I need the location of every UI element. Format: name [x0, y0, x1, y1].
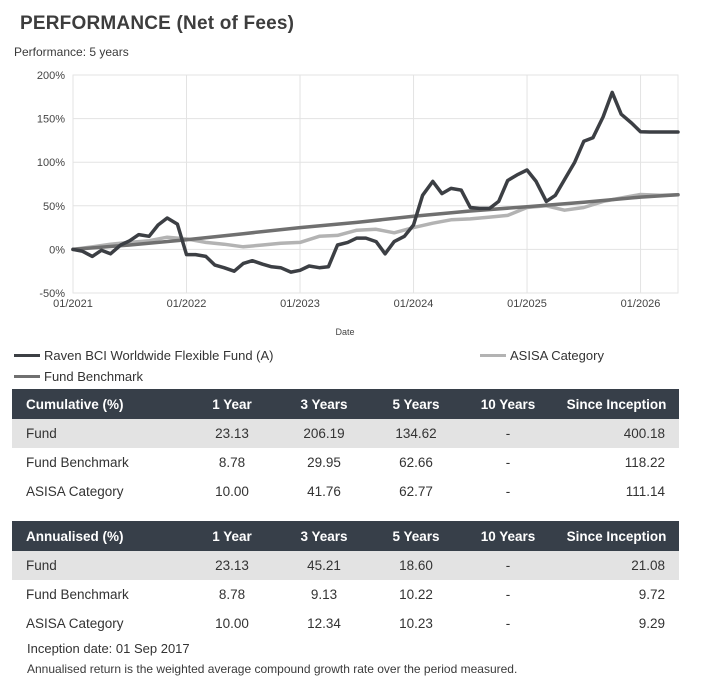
legend-item-benchmark: Fund Benchmark [14, 369, 143, 384]
col-header-1y: 1 Year [186, 389, 278, 419]
fund-series-line [71, 90, 680, 274]
row-label: Fund [12, 551, 186, 580]
benchmark-series-line [71, 193, 680, 252]
table-row: Fund 23.13 45.21 18.60 - 21.08 [12, 551, 679, 580]
table-row: Fund Benchmark 8.78 29.95 62.66 - 118.22 [12, 448, 679, 477]
plot-frame [72, 74, 679, 294]
legend-swatch-asisa [480, 354, 506, 357]
table-cell: 23.13 [186, 551, 278, 580]
table-cell: 23.13 [186, 419, 278, 448]
x-tick-label: 01/2025 [507, 298, 547, 310]
legend-swatch-fund [14, 354, 40, 357]
chart-ticks: 200% 150% 100% 50% 0% -50%01/2021 01/2022 01/20… [37, 70, 661, 337]
col-header-3y: 3 Years [278, 389, 370, 419]
col-header-1y: 1 Year [186, 521, 278, 551]
col-header-since-inception: Since Inception [554, 389, 679, 419]
legend-item-fund: Raven BCI Worldwide Flexible Fund (A) [14, 348, 274, 363]
legend-label-benchmark: Fund Benchmark [44, 369, 143, 384]
table-cell: 18.60 [370, 551, 462, 580]
table-cell: 29.95 [307, 455, 341, 470]
x-tick-label: 01/2026 [621, 298, 661, 310]
table-cell: 10.23 [399, 616, 433, 631]
col-header-10y: 10 Years [462, 389, 554, 419]
y-tick-label: 200% [37, 70, 65, 82]
row-label: ASISA Category [26, 484, 124, 499]
y-tick-label: 50% [43, 201, 65, 213]
chart-series [71, 90, 680, 274]
table-row: ASISA Category 10.00 12.34 10.23 - 9.29 [12, 609, 679, 638]
table-cell: 400.18 [554, 419, 679, 448]
table-cell: - [505, 587, 511, 602]
table-cell: 12.34 [307, 616, 341, 631]
cumulative-table: Cumulative (%) 1 Year 3 Years 5 Years 10… [12, 389, 679, 506]
table-row: ASISA Category 10.00 41.76 62.77 - 111.1… [12, 477, 679, 506]
table-row: Fund 23.13 206.19 134.62 - 400.18 [12, 419, 679, 448]
chart-grid [72, 74, 679, 294]
col-header-5y: 5 Years [370, 389, 462, 419]
annualised-header-row: Annualised (%) 1 Year 3 Years 5 Years 10… [12, 521, 679, 551]
chart-subtitle: Performance: 5 years [14, 45, 129, 59]
x-axis-label: Date [335, 327, 354, 337]
table-cell: 111.14 [625, 484, 665, 499]
y-tick-label: 100% [37, 157, 65, 169]
table-cell: 9.29 [638, 616, 665, 631]
y-tick-label: 150% [37, 114, 65, 126]
row-label: Fund Benchmark [26, 455, 129, 470]
x-tick-label: 01/2023 [280, 298, 320, 310]
y-tick-label: -50% [39, 288, 65, 300]
table-cell: 206.19 [278, 419, 370, 448]
x-tick-label: 01/2024 [394, 298, 434, 310]
table-cell: - [505, 616, 511, 631]
row-label: Fund [12, 419, 186, 448]
inception-date: Inception date: 01 Sep 2017 [27, 641, 190, 656]
row-label: ASISA Category [26, 616, 124, 631]
table-cell: 9.13 [310, 587, 338, 602]
table-cell: 62.66 [399, 455, 433, 470]
col-header-since-inception: Since Inception [554, 521, 679, 551]
table-cell: 41.76 [307, 484, 341, 499]
table-cell: 10.00 [215, 616, 249, 631]
x-tick-label: 01/2021 [53, 298, 93, 310]
table-cell: 8.78 [218, 455, 246, 470]
table-cell: - [505, 484, 511, 499]
table-row: Fund Benchmark 8.78 9.13 10.22 - 9.72 [12, 580, 679, 609]
legend-label-fund: Raven BCI Worldwide Flexible Fund (A) [44, 348, 274, 363]
page-title: PERFORMANCE (Net of Fees) [20, 13, 295, 34]
table-cell: 9.72 [638, 587, 665, 602]
x-tick-label: 01/2022 [167, 298, 207, 310]
table-cell: 8.78 [218, 587, 246, 602]
y-tick-label: 0% [49, 244, 65, 256]
col-header-3y: 3 Years [278, 521, 370, 551]
col-header-label: Annualised (%) [12, 521, 186, 551]
table-cell: 62.77 [399, 484, 433, 499]
row-label: Fund Benchmark [26, 587, 129, 602]
asisa-series-line [71, 192, 680, 252]
legend-label-asisa: ASISA Category [510, 348, 604, 363]
table-cell: 10.22 [399, 587, 433, 602]
table-cell: - [505, 455, 511, 470]
col-header-10y: 10 Years [462, 521, 554, 551]
table-cell: 134.62 [370, 419, 462, 448]
table-cell: 45.21 [278, 551, 370, 580]
col-header-label: Cumulative (%) [12, 389, 186, 419]
table-cell: - [462, 419, 554, 448]
table-cell: 118.22 [624, 455, 665, 470]
legend-item-asisa: ASISA Category [480, 348, 604, 363]
annualised-note: Annualised return is the weighted averag… [27, 662, 518, 676]
table-cell: - [462, 551, 554, 580]
annualised-table: Annualised (%) 1 Year 3 Years 5 Years 10… [12, 521, 679, 638]
table-cell: 10.00 [215, 484, 249, 499]
legend-swatch-benchmark [14, 375, 40, 378]
table-cell: 21.08 [554, 551, 679, 580]
performance-chart: 200% 150% 100% 50% 0% -50%01/2021 01/2022 01/20… [37, 70, 680, 337]
col-header-5y: 5 Years [370, 521, 462, 551]
cumulative-header-row: Cumulative (%) 1 Year 3 Years 5 Years 10… [12, 389, 679, 419]
